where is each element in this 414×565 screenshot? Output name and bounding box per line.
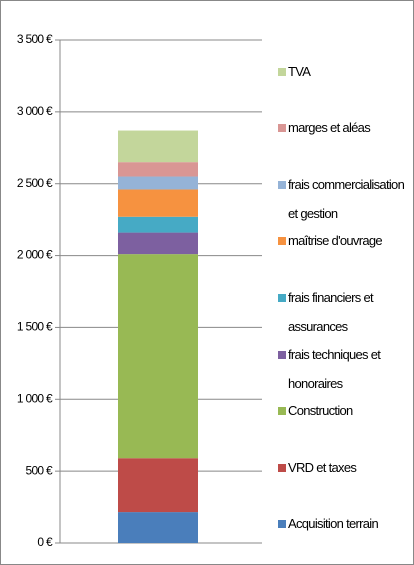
y-tick-label: 500 € (25, 463, 53, 477)
legend-label: Acquisition terrain (288, 516, 379, 532)
legend-item: TVA (278, 57, 412, 86)
legend-item: marges et aléas (278, 113, 412, 142)
legend-item: frais techniques et honoraires (278, 340, 412, 398)
y-tick-label: 3 000 € (17, 104, 53, 118)
bar-segment (118, 189, 198, 217)
bar-segment (118, 458, 198, 513)
legend-item: VRD et taxes (278, 453, 412, 482)
legend-swatch (278, 407, 286, 416)
bar-segment (118, 512, 198, 543)
legend-swatch (278, 520, 286, 529)
bar-segment (118, 254, 198, 459)
legend-swatch (278, 350, 286, 359)
bar-segment (118, 162, 198, 177)
legend-label: frais techniques et honoraires (288, 346, 381, 391)
legend-item: frais financiers et assurances (278, 283, 412, 341)
y-tick-label: 0 € (37, 535, 53, 549)
legend-item: Construction (278, 396, 412, 425)
legend-label: frais financiers et assurances (288, 289, 374, 334)
legend-label: marges et aléas (288, 120, 371, 136)
y-tick-label: 1 000 € (17, 391, 53, 405)
legend-swatch (278, 237, 286, 246)
y-tick-label: 2 500 € (17, 176, 53, 190)
legend-label: VRD et taxes (288, 459, 357, 475)
legend-label: Construction (288, 403, 353, 419)
legend-label: TVA (288, 63, 311, 79)
legend-swatch (278, 67, 286, 76)
y-tick-label: 2 000 € (17, 248, 53, 262)
bar-segment (118, 216, 198, 233)
legend-item: Acquisition terrain (278, 509, 412, 538)
bar-segment (118, 130, 198, 163)
legend-swatch (278, 124, 286, 133)
legend-swatch (278, 463, 286, 472)
legend-item: maîtrise d'ouvrage (278, 226, 412, 255)
bar-segment (118, 176, 198, 190)
legend-swatch (278, 293, 286, 302)
bar-segment (118, 232, 198, 255)
legend-label: frais commercialisation et gestion (288, 176, 405, 221)
y-tick-label: 3 500 € (17, 32, 53, 46)
legend-item: frais commercialisation et gestion (278, 170, 412, 228)
y-tick-label: 1 500 € (17, 320, 53, 334)
legend-swatch (278, 180, 286, 189)
legend-label: maîtrise d'ouvrage (288, 233, 383, 249)
